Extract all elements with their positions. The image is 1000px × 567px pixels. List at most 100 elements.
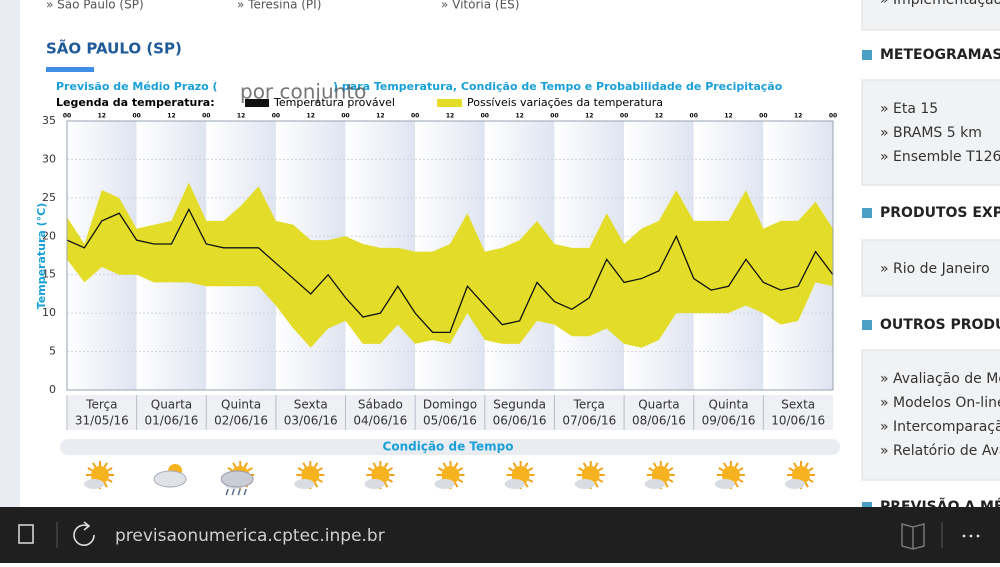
icon-ray [594, 482, 599, 488]
icon-ray [524, 482, 529, 488]
icon-ray [718, 467, 724, 472]
sidebar-link[interactable]: » Eta 15 [880, 101, 938, 117]
condition-bar [60, 439, 840, 455]
gutter [846, 0, 862, 507]
y-tick-label: 0 [49, 383, 56, 396]
top-tick-label: 00 [690, 113, 698, 120]
top-tick-label: 00 [132, 113, 140, 120]
icon-cloud [434, 479, 455, 489]
x-tick-date: 05/06/16 [423, 414, 477, 428]
x-tick-label: Sexta [294, 398, 328, 412]
y-tick-label: 20 [42, 229, 56, 242]
nav-link[interactable]: » Teresina (PI) [237, 0, 321, 12]
address-bar[interactable]: previsaonumerica.cptec.inpe.br [115, 526, 385, 546]
y-tick-label: 10 [42, 306, 56, 319]
top-tick-label: 12 [585, 113, 593, 120]
icon-ray [582, 462, 588, 468]
section-title: SÃO PAULO (SP) [46, 39, 182, 58]
x-tick-label: Terça [85, 398, 117, 412]
sidebar-link[interactable]: » Implementação [880, 0, 1000, 8]
icon-ray [243, 462, 249, 468]
chart-title: ) para Temperatura, Condição de Tempo e … [333, 80, 783, 93]
y-tick-label: 5 [49, 345, 56, 358]
icon-ray [457, 478, 464, 483]
icon-ray [227, 467, 233, 472]
icon-ray [652, 462, 658, 468]
top-tick-label: 00 [63, 113, 71, 120]
top-tick-label: 12 [376, 113, 384, 120]
more-icon[interactable] [962, 534, 966, 538]
x-tick-date: 02/06/16 [214, 414, 268, 428]
nav-link[interactable]: » São Paulo (SP) [46, 0, 144, 12]
more-icon[interactable] [976, 534, 980, 538]
icon-ray [527, 478, 534, 483]
sidebar-box [861, 0, 1000, 31]
icon-ray [313, 462, 319, 468]
sidebar-link[interactable]: » Avaliação de Mo [880, 371, 1000, 387]
sidebar-marker [862, 320, 872, 330]
top-tick-label: 00 [481, 113, 489, 120]
sidebar-box [861, 79, 1000, 186]
icon-ray [738, 478, 744, 483]
nav-link[interactable]: » Vitória (ES) [441, 0, 519, 12]
condition-title: Condição de Tempo [383, 440, 514, 454]
sidebar-box [861, 349, 1000, 481]
icon-ray [808, 467, 814, 472]
icon-cloud [714, 479, 735, 489]
sidebar-heading: METEOGRAMAS [880, 47, 1000, 63]
y-axis-label: Temperatura (°C) [35, 203, 48, 310]
icon-ray [648, 467, 654, 472]
legend-swatch [245, 99, 269, 107]
sidebar-link[interactable]: » Intercomparaçã [880, 419, 1000, 435]
icon-cloud [504, 479, 525, 489]
legend-label: Temperatura provável [273, 96, 395, 109]
icon-ray [384, 482, 389, 488]
temperature-line [66, 207, 834, 334]
x-tick-date: 08/06/16 [632, 414, 686, 428]
icon-ray [454, 482, 459, 488]
x-tick-date: 04/06/16 [353, 414, 407, 428]
y-tick-label: 30 [42, 152, 56, 165]
x-tick-label: Domingo [423, 398, 477, 412]
sidebar-link[interactable]: » Ensemble T126L [880, 149, 1000, 165]
top-tick-label: 00 [620, 113, 628, 120]
tabs-icon[interactable] [18, 524, 34, 544]
icon-ray [103, 462, 108, 468]
icon-ray [297, 467, 304, 472]
sidebar-box [861, 239, 1000, 297]
top-tick-label: 00 [829, 113, 837, 120]
sidebar-link[interactable]: » Relatório de Ava [880, 443, 1000, 459]
icon-ray [313, 482, 319, 488]
more-icon[interactable] [969, 534, 973, 538]
sidebar-link[interactable]: » BRAMS 5 km [880, 125, 982, 141]
icon-cloud [574, 479, 595, 489]
sidebar-link[interactable]: » Modelos On-line [880, 395, 1000, 411]
reading-icon[interactable] [901, 523, 925, 550]
top-tick-label: 00 [202, 113, 210, 120]
temperature-band [67, 182, 833, 348]
icon-cloud [153, 470, 187, 488]
icon-ray [442, 462, 447, 468]
x-tick-label: Segunda [493, 398, 546, 412]
top-tick-label: 00 [411, 113, 419, 120]
icon-ray [372, 462, 377, 468]
x-tick-date: 01/06/16 [145, 414, 199, 428]
top-tick-label: 12 [515, 113, 523, 120]
x-tick-label: Sábado [358, 398, 403, 412]
x-tick-label: Terça [573, 398, 605, 412]
x-tick-label: Sexta [781, 398, 815, 412]
sidebar-link[interactable]: » Rio de Janeiro [880, 261, 990, 277]
icon-ray [808, 478, 814, 483]
x-tick-label: Quinta [221, 398, 261, 412]
legend-label: Possíveis variações da temperatura [467, 96, 663, 109]
x-tick-label: Quinta [709, 398, 749, 412]
top-tick-label: 00 [272, 113, 280, 120]
refresh-icon[interactable] [73, 521, 95, 546]
icon-ray [107, 467, 113, 472]
icon-cloud [364, 479, 385, 489]
icon-ray [387, 478, 394, 483]
x-tick-date: 06/06/16 [493, 414, 547, 428]
icon-ray [457, 467, 464, 472]
icon-ray [317, 467, 323, 472]
icon-ray [788, 467, 794, 472]
